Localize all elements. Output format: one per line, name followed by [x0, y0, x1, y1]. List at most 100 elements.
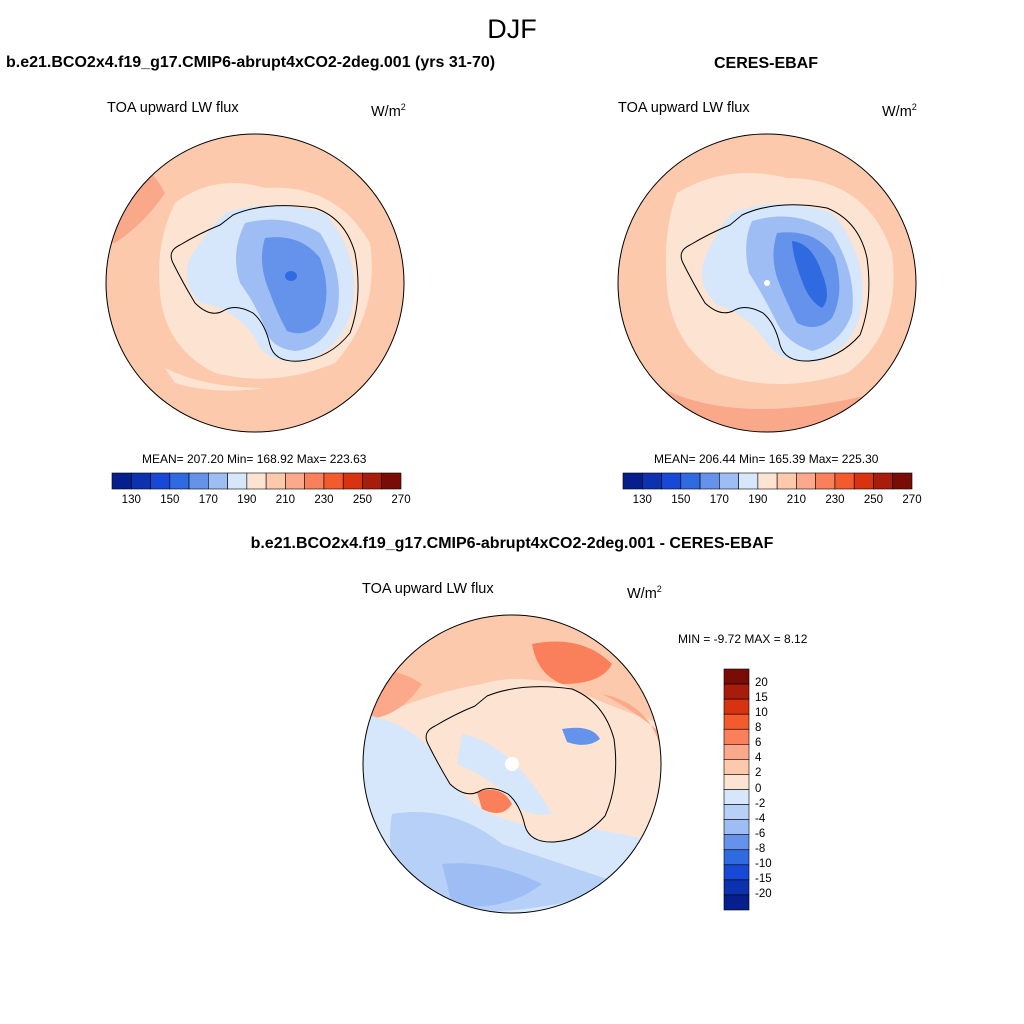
panel-2-colorbar-box — [661, 472, 682, 490]
panel-1-units: W/m2 — [371, 102, 406, 120]
panel-1-colorbar-box — [246, 472, 267, 490]
panel-2-variable-label: TOA upward LW flux — [618, 100, 750, 116]
panel-2-colorbar — [622, 472, 913, 490]
panel-2-stats: MEAN= 206.44 Min= 165.39 Max= 225.30 — [654, 452, 879, 466]
panel-3-colorbar — [723, 668, 750, 911]
panel-1-coastline — [170, 205, 359, 362]
panel-2-polar-map — [617, 133, 917, 433]
panel-2-pole-hole — [764, 280, 770, 286]
panel-3-colorbar-tick-label: 2 — [755, 767, 762, 780]
panel-3-hot-patch — [532, 641, 612, 684]
panel-2-colorbar-box — [815, 472, 836, 490]
panel-2-colorbar-box — [680, 472, 701, 490]
panel-3-colorbar-tick-label: 10 — [755, 707, 768, 720]
panel-2-colorbar-tick-label: 270 — [902, 494, 922, 506]
panel-2-units: W/m2 — [882, 102, 917, 120]
panel-3-colorbar-box — [723, 819, 750, 835]
panel-2-colorbar-box — [796, 472, 816, 490]
panel-1-colorbar-box — [381, 472, 402, 490]
panel-1-colorbar-tick-label: 130 — [121, 494, 141, 506]
panel-3-continent-cool — [457, 734, 552, 815]
panel-3-colorbar-tick-label: 0 — [755, 782, 762, 795]
panel-3-peninsula-warm — [477, 789, 512, 813]
panel-3-colorbar-box — [723, 728, 750, 745]
panel-3-colorbar-box — [723, 759, 750, 775]
panel-3-colorbar-tick-label: -10 — [755, 857, 772, 870]
panel-3-cold-spot — [562, 727, 600, 745]
panel-1-stats: MEAN= 207.20 Min= 168.92 Max= 223.63 — [142, 452, 367, 466]
panel-3-pole-hole — [505, 757, 519, 771]
panel-1-colorbar-box — [111, 472, 132, 490]
panel-2-colorbar-box — [699, 472, 720, 490]
panel-1-colorbar-tick-label: 150 — [160, 494, 180, 506]
panel-1-colorbar-box — [304, 472, 325, 490]
panel-2-coastline — [680, 204, 870, 362]
panel-1-colorbar-box — [130, 472, 151, 490]
panel-1-colorbar-box — [169, 472, 190, 490]
panel-1-colorbar-box — [188, 472, 209, 490]
panel-3-colorbar-box — [723, 774, 750, 790]
panel-3-colorbar-box — [723, 698, 750, 715]
panel-2-colorbar-box — [641, 472, 662, 490]
panel-1-colorbar-box — [227, 472, 248, 490]
panel-1-colorbar-box — [208, 472, 228, 490]
panel-3-variable-label: TOA upward LW flux — [362, 581, 494, 597]
panel-2-colorbar-tick-label: 210 — [786, 494, 806, 506]
panel-3-coastline — [425, 686, 617, 843]
panel-2-colorbar-tick-label: 250 — [863, 494, 884, 506]
panel-3-colorbar-box — [723, 879, 750, 896]
panel-3-colorbar-tick-label: -15 — [755, 872, 772, 885]
panel-2-colorbar-box — [853, 472, 874, 490]
panel-2-colorbar-tick-label: 130 — [632, 494, 652, 506]
panel-3-colorbar-tick-label: 4 — [755, 752, 762, 765]
panel-1-colorbar-box — [362, 472, 383, 490]
panel-3-cool-core — [442, 863, 542, 907]
panel-1-colorbar-tick-label: 210 — [275, 494, 295, 506]
panel-2-colorbar-box — [757, 472, 778, 490]
panel-2-colorbar-tick-label: 230 — [825, 494, 845, 506]
panel-3-colorbar-tick-label: 8 — [755, 722, 762, 735]
panel-3-colorbar-tick-label: -8 — [755, 842, 766, 855]
panel-3-polar-map — [362, 614, 662, 914]
panel-1-ice-deep — [261, 237, 327, 334]
panel-3-case-title: b.e21.BCO2x4.f19_g17.CMIP6-abrupt4xCO2-2… — [250, 535, 774, 552]
panel-3-continent-field — [426, 686, 616, 843]
panel-3-colorbar-box — [723, 834, 750, 851]
panel-2-colorbar-box — [738, 472, 759, 490]
panel-3-colorbar-tick-label: -20 — [755, 887, 772, 900]
panel-1-colorbar-labels: 130 150 170 190 210 230 250 270 — [112, 494, 411, 508]
panel-1-colorbar-box — [323, 472, 344, 490]
panel-3-colorbar-box — [723, 668, 750, 685]
panel-1-colorbar-tick-label: 170 — [198, 494, 218, 506]
panel-1-colorbar-box — [150, 472, 171, 490]
panel-3-colorbar-box — [723, 864, 750, 881]
panel-2-case-title: CERES-EBAF — [714, 55, 819, 72]
panel-3-colorbar-tick-label: -6 — [755, 827, 766, 840]
panel-2-colorbar-box — [834, 472, 855, 490]
panel-3-colorbar-box — [723, 894, 750, 911]
panel-3-units: W/m2 — [627, 584, 662, 602]
panel-1-colorbar-box — [285, 472, 305, 490]
panel-3-stats: MIN = -9.72 MAX = 8.12 — [678, 632, 808, 646]
panel-2-colorbar-tick-label: 150 — [671, 494, 691, 506]
panel-1-colorbar-box — [342, 472, 363, 490]
panel-1-light-band — [165, 368, 265, 391]
panel-3-colorbar-box — [723, 804, 750, 820]
panel-1-map-border — [105, 133, 405, 433]
panel-2-ice-core — [792, 241, 827, 308]
panel-3-colorbar-tick-label: 20 — [755, 677, 768, 690]
panel-3-colorbar-box — [723, 683, 750, 700]
panel-3-colorbar-tick-label: -2 — [755, 797, 766, 810]
panel-3-warm-east — [602, 694, 661, 754]
panel-3-colorbar-box — [723, 789, 750, 805]
panel-3-colorbar-tick-label: -4 — [755, 812, 766, 825]
panel-2-colorbar-box — [719, 472, 739, 490]
panel-3-map-border — [362, 614, 662, 914]
panel-1-colorbar-tick-label: 250 — [352, 494, 373, 506]
panel-1-variable-label: TOA upward LW flux — [107, 100, 239, 116]
panel-3-colorbar-labels: 20 15 10 8 6 4 2 0 -2 -4 -6 -8 -10 -15 -20 — [755, 669, 795, 910]
panel-1-colorbar-tick-label: 230 — [314, 494, 334, 506]
panel-2-colorbar-box — [873, 472, 894, 490]
panel-1-colorbar-box — [265, 472, 286, 490]
panel-2-colorbar-tick-label: 190 — [748, 494, 768, 506]
